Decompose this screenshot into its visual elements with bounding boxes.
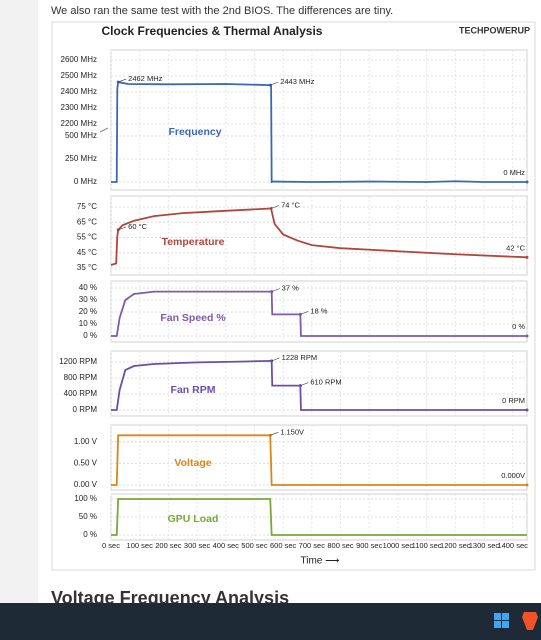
annotation-point: [525, 408, 529, 412]
annotation-point: [525, 255, 529, 259]
x-tick-label: 900 sec: [356, 541, 383, 550]
x-tick-label: 400 sec: [213, 541, 240, 550]
chart: Clock Frequencies & Thermal Analysis TEC…: [51, 21, 536, 571]
annotation-label: 18 %: [310, 306, 327, 315]
x-tick-label: 1000 sec: [383, 541, 414, 550]
x-tick-label: 200 sec: [155, 541, 182, 550]
axis-break: [99, 127, 109, 133]
annotation-label: 610 RPM: [310, 378, 341, 387]
annotation-leader: [270, 205, 280, 209]
logo: TECHPOWERUP: [459, 25, 530, 35]
annotation-label: 42 °C: [506, 243, 525, 252]
annotation-label: 37 %: [282, 284, 299, 293]
annotation-point: [525, 483, 529, 487]
annotation-label: 2462 MHz: [128, 74, 162, 83]
y-tick-label: 40 %: [79, 283, 97, 292]
annotation-label: 60 °C: [128, 222, 147, 231]
y-tick-label: 35 °C: [77, 263, 97, 272]
x-tick-label: 100 sec: [127, 541, 154, 550]
panel-label: Fan Speed %: [160, 312, 226, 324]
taskbar-icons: [494, 612, 538, 630]
y-tick-label: 0 %: [83, 530, 97, 539]
y-tick-label: 0.00 V: [74, 480, 98, 489]
x-tick-label: 1100 sec: [412, 541, 442, 550]
annotation-label: 1.150V: [280, 427, 304, 436]
chart-title: Clock Frequencies & Thermal Analysis: [102, 24, 323, 38]
panel-label: Temperature: [162, 236, 225, 248]
panel-label: Frequency: [168, 126, 221, 138]
y-tick-label: 55 °C: [77, 233, 97, 242]
x-axis-label: Time ⟶: [301, 556, 340, 567]
y-tick-label: 0 MHz: [74, 177, 97, 186]
annotation-point: [525, 334, 529, 338]
annotation-label: 0 RPM: [502, 396, 525, 405]
y-tick-label: 2500 MHz: [61, 71, 97, 80]
y-tick-label: 100 %: [74, 494, 97, 503]
annotation-leader: [300, 382, 309, 386]
annotation-leader: [270, 81, 279, 86]
y-tick-label: 20 %: [79, 307, 97, 316]
x-tick-label: 0 sec: [102, 541, 120, 550]
y-tick-label: 2300 MHz: [61, 103, 97, 112]
annotation-label: 0.000V: [501, 471, 525, 480]
y-tick-label: 2400 MHz: [61, 87, 97, 96]
browser-icon[interactable]: [522, 612, 538, 630]
chart-frame: [51, 21, 536, 571]
taskbar: [0, 603, 541, 640]
data-line: [111, 434, 527, 486]
y-tick-label: 0 %: [83, 331, 97, 340]
annotation-point: [525, 180, 529, 184]
x-tick-label: 800 sec: [327, 541, 354, 550]
y-tick-label: 75 °C: [77, 202, 97, 211]
y-tick-label: 65 °C: [77, 217, 97, 226]
y-tick-label: 800 RPM: [64, 373, 98, 382]
annotation-label: 0 MHz: [503, 168, 525, 177]
annotation-label: 1228 RPM: [282, 353, 317, 362]
y-tick-label: 250 MHz: [65, 154, 97, 163]
x-tick-label: 600 sec: [270, 541, 297, 550]
y-tick-label: 50 %: [79, 512, 97, 521]
y-tick-label: 2200 MHz: [61, 119, 97, 128]
panel-label: GPU Load: [168, 513, 219, 525]
x-tick-label: 500 sec: [241, 541, 268, 550]
y-tick-label: 1.00 V: [74, 437, 98, 446]
x-tick-label: 1400 sec: [497, 541, 528, 550]
annotation-leader: [270, 432, 279, 436]
annotation-leader: [300, 311, 309, 315]
annotation-leader: [271, 288, 280, 292]
y-tick-label: 0 RPM: [73, 405, 98, 414]
windows-icon[interactable]: [494, 613, 509, 628]
annotation-leader: [271, 357, 280, 362]
y-tick-label: 2600 MHz: [61, 55, 97, 64]
x-tick-label: 1300 sec: [469, 541, 500, 550]
panel-frame: [110, 195, 528, 276]
panel-label: Voltage: [174, 457, 211, 469]
y-tick-label: 500 MHz: [65, 131, 97, 140]
annotation-leader: [118, 226, 127, 231]
annotation-label: 0 %: [512, 322, 525, 331]
y-tick-label: 30 %: [79, 295, 97, 304]
y-tick-label: 1200 RPM: [59, 357, 97, 366]
annotation-leader: [118, 78, 127, 83]
y-tick-label: 10 %: [79, 319, 97, 328]
panel-label: Fan RPM: [171, 384, 216, 396]
x-tick-label: 700 sec: [299, 541, 326, 550]
y-tick-label: 45 °C: [77, 248, 97, 257]
y-tick-label: 400 RPM: [64, 389, 98, 398]
annotation-label: 74 °C: [281, 201, 300, 210]
y-tick-label: 0.50 V: [74, 459, 98, 468]
x-tick-label: 300 sec: [184, 541, 211, 550]
x-tick-label: 1200 sec: [440, 541, 471, 550]
data-line: [111, 498, 527, 536]
annotation-label: 2443 MHz: [280, 77, 314, 86]
intro-text: We also ran the same test with the 2nd B…: [51, 5, 394, 17]
